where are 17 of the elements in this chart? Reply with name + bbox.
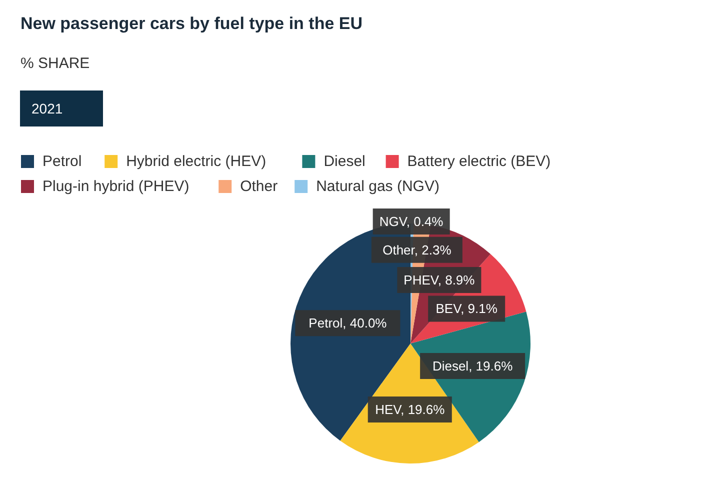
chart-title: New passenger cars by fuel type in the EU [20, 14, 363, 33]
legend-label: Plug-in hybrid (PHEV) [42, 178, 190, 195]
data-label: Petrol, 40.0% [308, 316, 388, 331]
legend-label: Natural gas (NGV) [316, 178, 440, 195]
chart-subtitle: % SHARE [20, 55, 90, 72]
data-label: NGV, 0.4% [379, 214, 444, 230]
legend-label: Petrol [42, 153, 82, 170]
data-label: HEV, 19.6% [375, 402, 446, 417]
data-label: Diesel, 19.6% [432, 358, 514, 374]
legend-label: Diesel [324, 153, 366, 170]
data-label: Other, 2.3% [382, 242, 452, 258]
data-label: PHEV, 8.9% [404, 272, 476, 288]
legend-label: Battery electric (BEV) [407, 153, 551, 170]
text: 2021 [32, 100, 63, 116]
data-label: BEV, 9.1% [436, 301, 498, 316]
legend-label: Other [240, 178, 278, 195]
legend-label: Hybrid electric (HEV) [126, 153, 266, 170]
